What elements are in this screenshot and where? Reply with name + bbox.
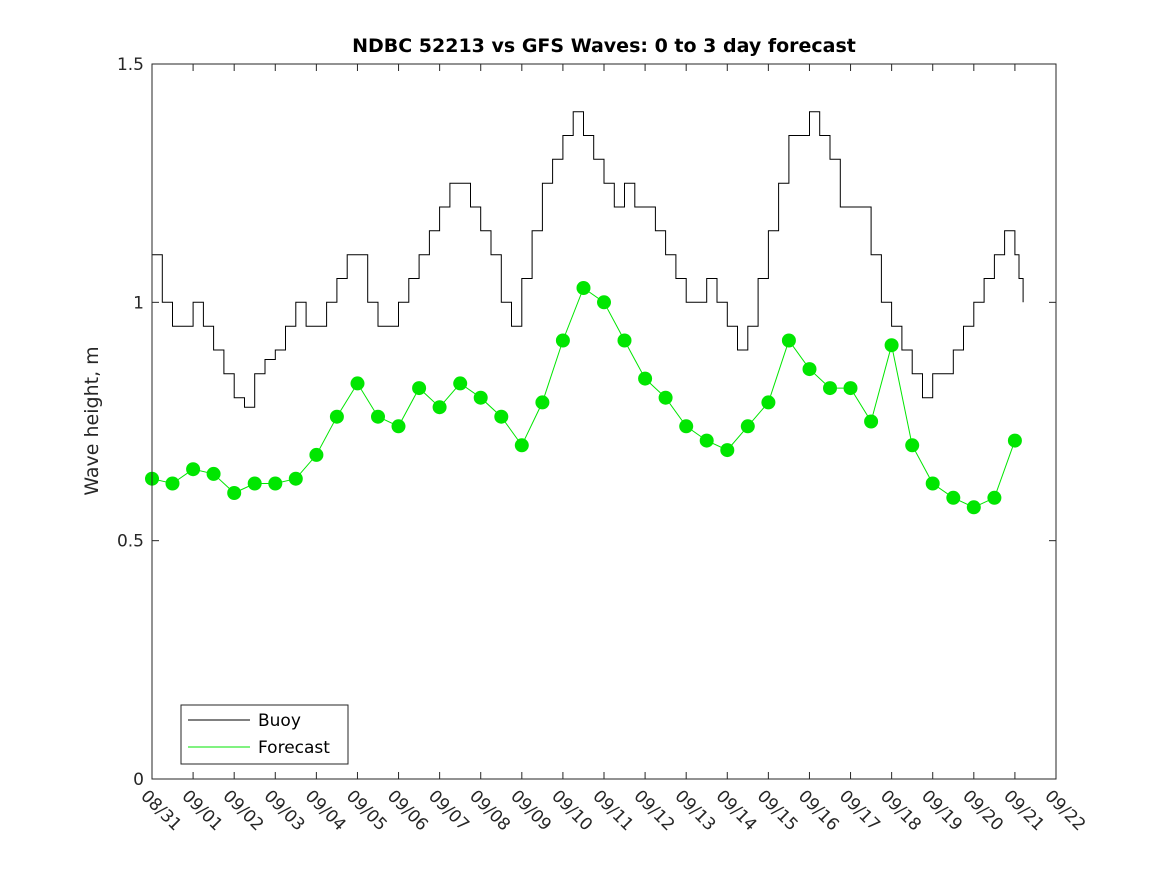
legend-buoy-label: Buoy: [258, 711, 301, 731]
forecast-point: [186, 462, 201, 477]
forecast-point: [227, 486, 242, 500]
forecast-point: [597, 295, 611, 310]
forecast-point: [946, 490, 961, 505]
legend: Buoy Forecast: [180, 704, 349, 765]
y-tick-label: 0: [133, 770, 144, 790]
forecast-point: [679, 419, 694, 434]
forecast-point: [432, 400, 447, 415]
forecast-point: [206, 466, 221, 481]
forecast-point: [329, 409, 344, 424]
y-tick-label: 1: [133, 293, 144, 313]
buoy-line: [152, 111, 1024, 408]
legend-forecast-label: Forecast: [258, 738, 330, 758]
forecast-point: [453, 376, 468, 391]
forecast-point: [165, 476, 180, 491]
forecast-point: [555, 333, 570, 348]
forecast-point: [720, 443, 735, 458]
forecast-point: [535, 395, 550, 410]
buoy-series: [152, 111, 1024, 408]
forecast-point: [843, 381, 858, 396]
forecast-point: [576, 281, 591, 295]
forecast-point: [268, 476, 283, 491]
forecast-point: [514, 438, 529, 453]
forecast-point: [638, 371, 653, 386]
forecast-point: [247, 476, 262, 491]
forecast-point: [391, 419, 406, 434]
forecast-point: [371, 409, 385, 424]
forecast-point: [658, 390, 673, 405]
y-axis-label: Wave height, m: [81, 346, 103, 495]
forecast-point: [309, 447, 324, 462]
forecast-point: [617, 333, 632, 348]
y-axis: 0 0.5 1 1.5: [117, 55, 1056, 790]
chart-title: NDBC 52213 vs GFS Waves: 0 to 3 day fore…: [352, 35, 856, 57]
forecast-point: [699, 433, 714, 448]
forecast-point: [823, 381, 837, 396]
forecast-point: [288, 471, 303, 486]
forecast-point: [350, 376, 365, 391]
forecast-series: [145, 281, 1022, 515]
forecast-point: [987, 490, 1002, 505]
forecast-point: [864, 414, 879, 429]
forecast-point: [802, 362, 817, 377]
forecast-point: [761, 395, 776, 410]
forecast-point: [884, 338, 899, 353]
y-tick-label: 1.5: [117, 55, 144, 75]
forecast-point: [905, 438, 920, 453]
forecast-point: [473, 390, 488, 405]
forecast-point: [925, 476, 940, 491]
forecast-point: [966, 500, 981, 515]
forecast-point: [494, 409, 509, 424]
forecast-point: [781, 333, 796, 348]
forecast-point: [1007, 433, 1022, 448]
forecast-point: [740, 419, 755, 434]
forecast-point: [412, 381, 427, 396]
legend-box: [180, 704, 349, 765]
y-tick-label: 0.5: [117, 532, 144, 552]
